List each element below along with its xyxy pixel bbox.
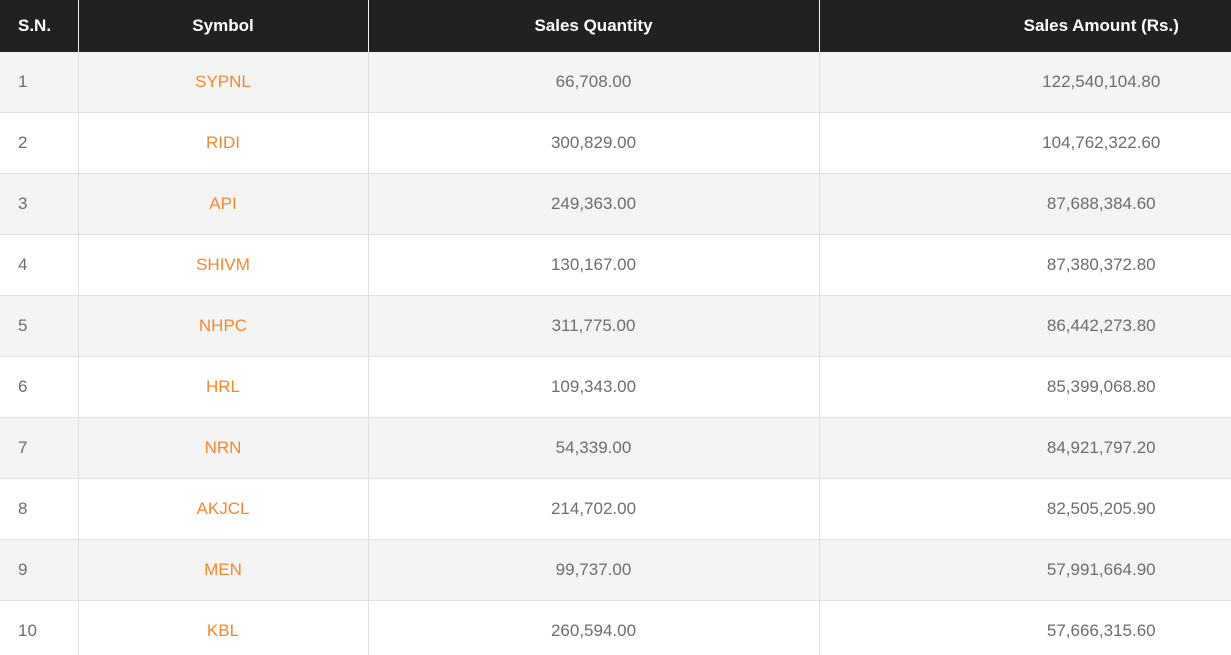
column-header-symbol: Symbol	[78, 0, 369, 52]
symbol-link[interactable]: SYPNL	[78, 52, 369, 113]
cell-sales-amount: 57,991,664.90	[819, 539, 1231, 601]
table-row: 4 SHIVM 130,167.00 87,380,372.80	[0, 234, 1231, 296]
cell-sales-amount: 122,540,104.80	[819, 52, 1231, 113]
cell-sales-amount: 104,762,322.60	[819, 112, 1231, 174]
symbol-link[interactable]: RIDI	[78, 112, 369, 174]
cell-serial-number: 7	[0, 417, 79, 479]
table-row: 9 MEN 99,737.00 57,991,664.90	[0, 539, 1231, 601]
cell-serial-number: 1	[0, 52, 79, 113]
cell-sales-amount: 87,380,372.80	[819, 234, 1231, 296]
cell-serial-number: 6	[0, 356, 79, 418]
cell-serial-number: 10	[0, 600, 79, 655]
cell-sales-quantity: 260,594.00	[368, 600, 820, 655]
symbol-link[interactable]: HRL	[78, 356, 369, 418]
cell-serial-number: 4	[0, 234, 79, 296]
cell-serial-number: 9	[0, 539, 79, 601]
symbol-link[interactable]: NHPC	[78, 295, 369, 357]
cell-serial-number: 2	[0, 112, 79, 174]
symbol-link[interactable]: SHIVM	[78, 234, 369, 296]
cell-sales-quantity: 66,708.00	[368, 52, 820, 113]
cell-sales-amount: 82,505,205.90	[819, 478, 1231, 540]
cell-sales-amount: 86,442,273.80	[819, 295, 1231, 357]
symbol-link[interactable]: API	[78, 173, 369, 235]
table-row: 3 API 249,363.00 87,688,384.60	[0, 173, 1231, 235]
cell-sales-amount: 87,688,384.60	[819, 173, 1231, 235]
cell-sales-quantity: 214,702.00	[368, 478, 820, 540]
cell-sales-amount: 84,921,797.20	[819, 417, 1231, 479]
table-row: 2 RIDI 300,829.00 104,762,322.60	[0, 112, 1231, 174]
table-header-row: S.N. Symbol Sales Quantity Sales Amount …	[0, 0, 1231, 52]
cell-sales-quantity: 249,363.00	[368, 173, 820, 235]
cell-sales-quantity: 109,343.00	[368, 356, 820, 418]
cell-sales-quantity: 311,775.00	[368, 295, 820, 357]
cell-serial-number: 8	[0, 478, 79, 540]
cell-sales-quantity: 54,339.00	[368, 417, 820, 479]
cell-sales-quantity: 99,737.00	[368, 539, 820, 601]
cell-sales-amount: 85,399,068.80	[819, 356, 1231, 418]
symbol-link[interactable]: KBL	[78, 600, 369, 655]
table-row: 7 NRN 54,339.00 84,921,797.20	[0, 417, 1231, 479]
table-body: 1 SYPNL 66,708.00 122,540,104.80 2 RIDI …	[0, 52, 1231, 655]
cell-sales-quantity: 130,167.00	[368, 234, 820, 296]
symbol-link[interactable]: NRN	[78, 417, 369, 479]
cell-sales-amount: 57,666,315.60	[819, 600, 1231, 655]
cell-serial-number: 3	[0, 173, 79, 235]
cell-sales-quantity: 300,829.00	[368, 112, 820, 174]
table-row: 1 SYPNL 66,708.00 122,540,104.80	[0, 52, 1231, 113]
column-header-sn: S.N.	[0, 0, 79, 52]
table-row: 5 NHPC 311,775.00 86,442,273.80	[0, 295, 1231, 357]
symbol-link[interactable]: AKJCL	[78, 478, 369, 540]
column-header-sales-quantity: Sales Quantity	[368, 0, 820, 52]
table-row: 6 HRL 109,343.00 85,399,068.80	[0, 356, 1231, 418]
column-header-sales-amount: Sales Amount (Rs.)	[819, 0, 1231, 52]
table-row: 8 AKJCL 214,702.00 82,505,205.90	[0, 478, 1231, 540]
symbol-link[interactable]: MEN	[78, 539, 369, 601]
table-header: S.N. Symbol Sales Quantity Sales Amount …	[0, 0, 1231, 52]
table-row: 10 KBL 260,594.00 57,666,315.60	[0, 600, 1231, 655]
cell-serial-number: 5	[0, 295, 79, 357]
